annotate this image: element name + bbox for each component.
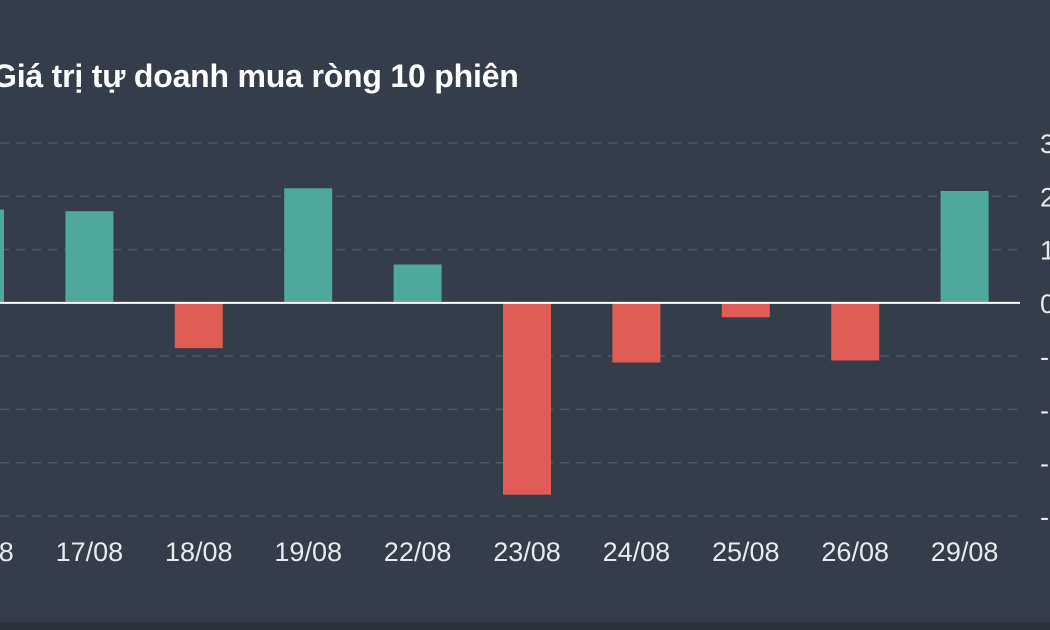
bar-16-08	[0, 209, 4, 303]
bar-18-08	[174, 302, 223, 349]
x-tick-label: 19/08	[274, 537, 342, 567]
bars	[0, 188, 989, 495]
y-tick-label: -	[1040, 395, 1049, 425]
panel-bottom-border	[0, 622, 1050, 630]
x-tick-label: 18/08	[165, 537, 233, 567]
y-tick-label: -	[1040, 342, 1049, 372]
x-tick-label: 24/08	[603, 537, 671, 567]
x-tick-label: 25/08	[712, 537, 780, 567]
y-tick-label: 2	[1040, 182, 1050, 212]
bar-25-08	[721, 302, 770, 318]
bar-29-08	[940, 190, 989, 303]
x-tick-label: 29/08	[931, 537, 999, 567]
x-tick-label: 23/08	[493, 537, 561, 567]
x-tick-label: 26/08	[821, 537, 889, 567]
x-tick-label: 17/08	[56, 537, 124, 567]
y-tick-label: 0	[1040, 289, 1050, 319]
y-tick-label: -	[1040, 449, 1049, 479]
bar-19-08	[284, 188, 333, 303]
y-tick-label: -	[1040, 502, 1049, 532]
chart-title: Giá trị tự doanh mua ròng 10 phiên	[0, 58, 519, 94]
bar-22-08	[393, 264, 442, 303]
x-tick-label: 16/08	[0, 537, 14, 567]
y-tick-label: 1	[1040, 236, 1050, 266]
y-tick-label: 3	[1040, 129, 1050, 159]
bar-17-08	[65, 211, 114, 303]
x-axis-tick-labels: 16/08 17/08 18/08 19/08 22/08 23/08 24/08 25/08…	[0, 537, 998, 567]
bar-23-08	[503, 302, 551, 495]
bar-24-08	[612, 302, 661, 363]
y-axis-tick-labels: 3 2 1 0 - - - -	[1040, 129, 1050, 532]
x-tick-label: 22/08	[384, 537, 452, 567]
bar-26-08	[831, 302, 880, 361]
